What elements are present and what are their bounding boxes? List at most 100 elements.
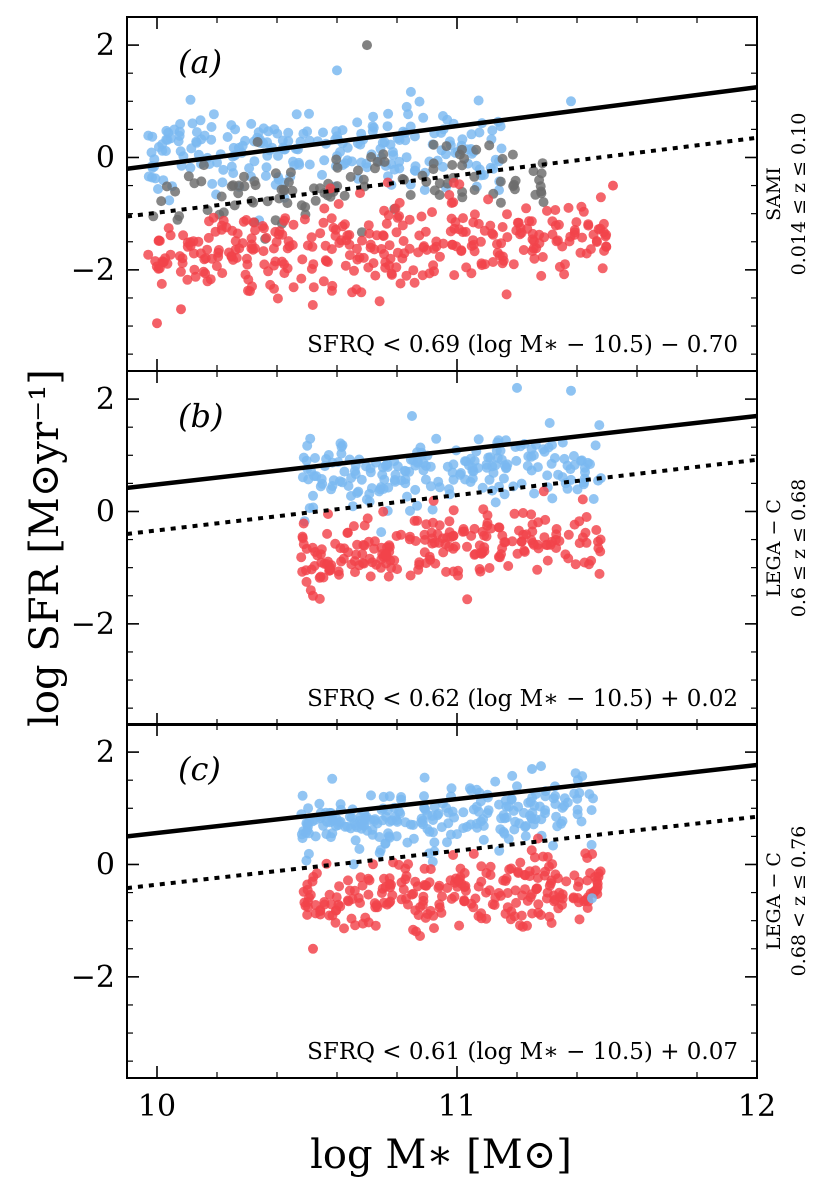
point-star_forming [358, 820, 369, 831]
point-quiescent [571, 217, 582, 228]
y-tick-label: 2 [96, 382, 115, 417]
point-intermediate [459, 153, 470, 164]
point-intermediate [495, 176, 506, 187]
point-quiescent [380, 549, 391, 560]
point-star_forming [322, 816, 332, 827]
point-quiescent [397, 220, 408, 231]
point-quiescent [484, 885, 495, 896]
point-quiescent [190, 271, 201, 282]
x-axis-label: log M∗ [M⊙] [310, 1132, 572, 1178]
point-quiescent [288, 219, 299, 230]
point-intermediate [283, 177, 294, 188]
point-star_forming [325, 832, 336, 843]
point-star_forming [529, 488, 540, 499]
point-intermediate [170, 186, 181, 197]
point-star_forming [143, 171, 154, 182]
point-star_forming [462, 821, 472, 832]
point-quiescent [297, 566, 308, 577]
point-intermediate [447, 160, 458, 170]
point-quiescent [577, 232, 588, 243]
point-quiescent [351, 284, 362, 295]
threshold-annotation: SFRQ < 0.61 (log M∗ − 10.5) + 0.07 [307, 1039, 738, 1065]
point-quiescent [476, 913, 487, 924]
point-quiescent [429, 923, 439, 934]
point-star_forming [367, 126, 378, 137]
point-quiescent [404, 243, 415, 254]
point-star_forming [291, 109, 302, 120]
point-quiescent [378, 231, 389, 241]
point-star_forming [146, 147, 157, 158]
point-star_forming [419, 185, 430, 195]
point-quiescent [398, 884, 409, 895]
point-quiescent [538, 851, 549, 862]
point-quiescent [563, 529, 574, 540]
point-quiescent [503, 561, 514, 571]
point-quiescent [193, 236, 204, 247]
point-quiescent [404, 214, 415, 225]
point-quiescent [538, 486, 549, 497]
point-quiescent [594, 568, 605, 579]
point-quiescent [448, 197, 459, 208]
y-tick-label: 0 [96, 140, 115, 175]
sample-name-label: LEGA − C [763, 852, 785, 950]
point-intermediate [471, 144, 482, 155]
point-quiescent [150, 256, 161, 267]
point-star_forming [365, 463, 376, 474]
point-quiescent [482, 510, 493, 521]
point-quiescent [364, 228, 375, 239]
point-quiescent [598, 218, 609, 229]
point-intermediate [507, 149, 518, 160]
point-star_forming [485, 452, 496, 463]
point-quiescent [519, 546, 530, 557]
point-star_forming [443, 818, 454, 829]
point-quiescent [454, 920, 465, 931]
point-quiescent [247, 281, 257, 292]
point-quiescent [445, 226, 456, 237]
point-quiescent [580, 527, 591, 538]
point-star_forming [544, 418, 555, 428]
panel-a: 2 0 −2 (a) SFRQ < 0.69 (log M∗ − 10.5) − 0.7… [71, 16, 810, 372]
point-star_forming [420, 474, 431, 485]
point-quiescent [502, 888, 513, 898]
point-star_forming [478, 814, 489, 825]
point-quiescent [513, 217, 524, 228]
y-tick-label: 2 [96, 28, 115, 63]
point-quiescent [297, 531, 308, 542]
point-star_forming [527, 764, 537, 774]
point-quiescent [502, 232, 513, 243]
point-star_forming [572, 804, 583, 815]
point-quiescent [374, 296, 385, 307]
point-star_forming [376, 527, 387, 538]
point-quiescent [377, 883, 388, 894]
point-quiescent [533, 899, 544, 910]
point-quiescent [516, 536, 527, 547]
point-quiescent [198, 266, 209, 277]
point-quiescent [500, 537, 511, 548]
point-quiescent [382, 899, 393, 910]
point-intermediate [536, 186, 546, 197]
y-tick-label: −2 [71, 253, 115, 288]
point-quiescent [487, 899, 498, 910]
point-star_forming [269, 124, 280, 135]
point-quiescent [502, 209, 512, 220]
point-star_forming [576, 816, 587, 827]
point-quiescent [466, 268, 477, 279]
point-star_forming [508, 805, 519, 816]
sample-name-label: LEGA − C [763, 499, 785, 597]
point-quiescent [493, 888, 504, 898]
point-star_forming [346, 156, 357, 167]
point-quiescent [308, 590, 318, 601]
panels-layer: 2 0 −2 (a) SFRQ < 0.69 (log M∗ − 10.5) − 0.7… [71, 16, 810, 1124]
point-quiescent [608, 180, 618, 191]
point-quiescent [205, 274, 216, 285]
point-quiescent [408, 265, 419, 276]
point-quiescent [434, 251, 445, 262]
point-quiescent [444, 527, 455, 538]
point-quiescent [316, 544, 327, 555]
point-quiescent [590, 872, 600, 882]
point-intermediate [285, 167, 296, 178]
point-quiescent [511, 897, 522, 908]
point-quiescent [384, 240, 395, 251]
point-quiescent [447, 239, 458, 250]
point-intermediate [339, 190, 350, 201]
